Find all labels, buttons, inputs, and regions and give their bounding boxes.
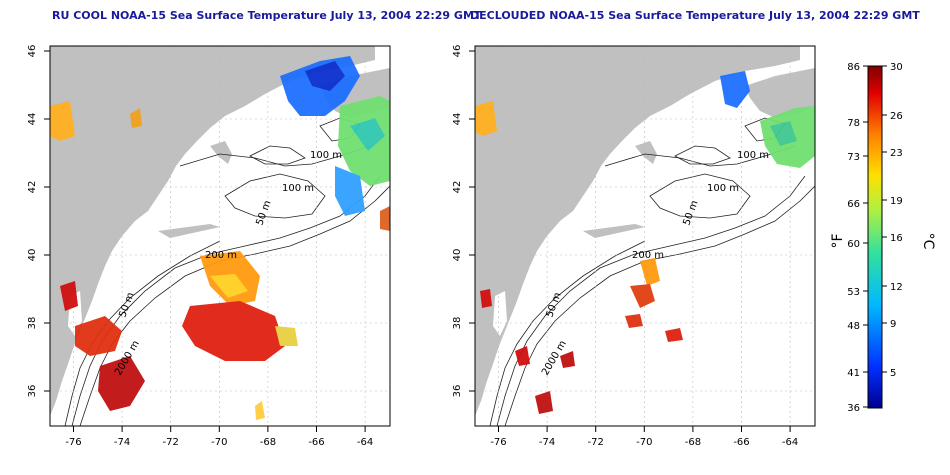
right-contour-label-200m: 200 m bbox=[632, 250, 664, 261]
colorbar-fahrenheit-label: °F bbox=[830, 233, 846, 248]
left-y-tick-label: 42 bbox=[27, 181, 38, 194]
left-map-frame bbox=[49, 45, 391, 427]
right-contour-label-100m-gom: 100 m bbox=[707, 183, 739, 194]
right-x-tick-label: -66 bbox=[733, 437, 749, 448]
colorbar-f-tick: 86 bbox=[847, 62, 860, 73]
left-y-tick-label: 46 bbox=[27, 45, 38, 58]
right-y-tick-label: 46 bbox=[452, 45, 463, 58]
left-contour-label-200m: 200 m bbox=[205, 250, 237, 261]
colorbar-f-tick: 48 bbox=[847, 321, 860, 332]
colorbar-c-tick: 26 bbox=[890, 111, 903, 122]
right-y-tick-label: 40 bbox=[452, 249, 463, 262]
left-contour-label-100m-north: 100 m bbox=[310, 150, 342, 161]
left-x-tick-label: -68 bbox=[260, 437, 276, 448]
left-sst-overlay bbox=[50, 56, 390, 420]
colorbar-c-tick: 12 bbox=[890, 282, 903, 293]
left-x-tick-label: -76 bbox=[65, 437, 81, 448]
left-x-tick-label: -64 bbox=[357, 437, 373, 448]
colorbar-c-tick: 19 bbox=[890, 196, 903, 207]
left-y-tick-label: 44 bbox=[27, 113, 38, 126]
left-contour-label-100m-gom: 100 m bbox=[282, 183, 314, 194]
left-y-tick-label: 36 bbox=[27, 385, 38, 398]
right-y-tick-label: 36 bbox=[452, 385, 463, 398]
colorbar-celsius-label: °C bbox=[920, 233, 936, 250]
right-sst-overlay bbox=[475, 71, 815, 414]
right-x-tick-label: -70 bbox=[636, 437, 652, 448]
left-map-title: RU COOL NOAA-15 Sea Surface Temperature … bbox=[52, 9, 482, 22]
right-x-tick-label: -76 bbox=[490, 437, 506, 448]
right-contour-label-100m-north: 100 m bbox=[737, 150, 769, 161]
right-x-tick-label: -72 bbox=[588, 437, 604, 448]
left-x-tick-label: -74 bbox=[114, 437, 130, 448]
right-map-title: DECLOUDED NOAA-15 Sea Surface Temperatur… bbox=[470, 9, 920, 22]
left-x-tick-label: -66 bbox=[308, 437, 324, 448]
colorbar-c-tick: 9 bbox=[890, 319, 896, 330]
colorbar-c-tick: 16 bbox=[890, 233, 903, 244]
colorbar-c-tick: 23 bbox=[890, 148, 903, 159]
colorbar-f-tick: 66 bbox=[847, 199, 860, 210]
colorbar-c-tick: 5 bbox=[890, 368, 896, 379]
colorbar-f-tick: 78 bbox=[847, 118, 860, 129]
right-y-tick-label: 44 bbox=[452, 113, 463, 126]
left-x-tick-label: -72 bbox=[163, 437, 179, 448]
colorbar-f-tick: 53 bbox=[847, 287, 860, 298]
left-y-tick-label: 40 bbox=[27, 249, 38, 262]
colorbar-f-tick: 36 bbox=[847, 403, 860, 414]
right-y-tick-label: 38 bbox=[452, 317, 463, 330]
right-x-tick-label: -74 bbox=[539, 437, 555, 448]
colorbar bbox=[867, 65, 883, 409]
colorbar-f-tick: 60 bbox=[847, 239, 860, 250]
left-x-tick-label: -70 bbox=[211, 437, 227, 448]
right-x-tick-label: -68 bbox=[685, 437, 701, 448]
colorbar-c-tick: 30 bbox=[890, 62, 903, 73]
right-y-tick-label: 42 bbox=[452, 181, 463, 194]
right-map-frame bbox=[474, 45, 816, 427]
right-map-base bbox=[475, 46, 815, 426]
right-x-tick-label: -64 bbox=[782, 437, 798, 448]
colorbar-f-tick: 73 bbox=[847, 152, 860, 163]
colorbar-f-tick: 41 bbox=[847, 368, 860, 379]
left-y-tick-label: 38 bbox=[27, 317, 38, 330]
